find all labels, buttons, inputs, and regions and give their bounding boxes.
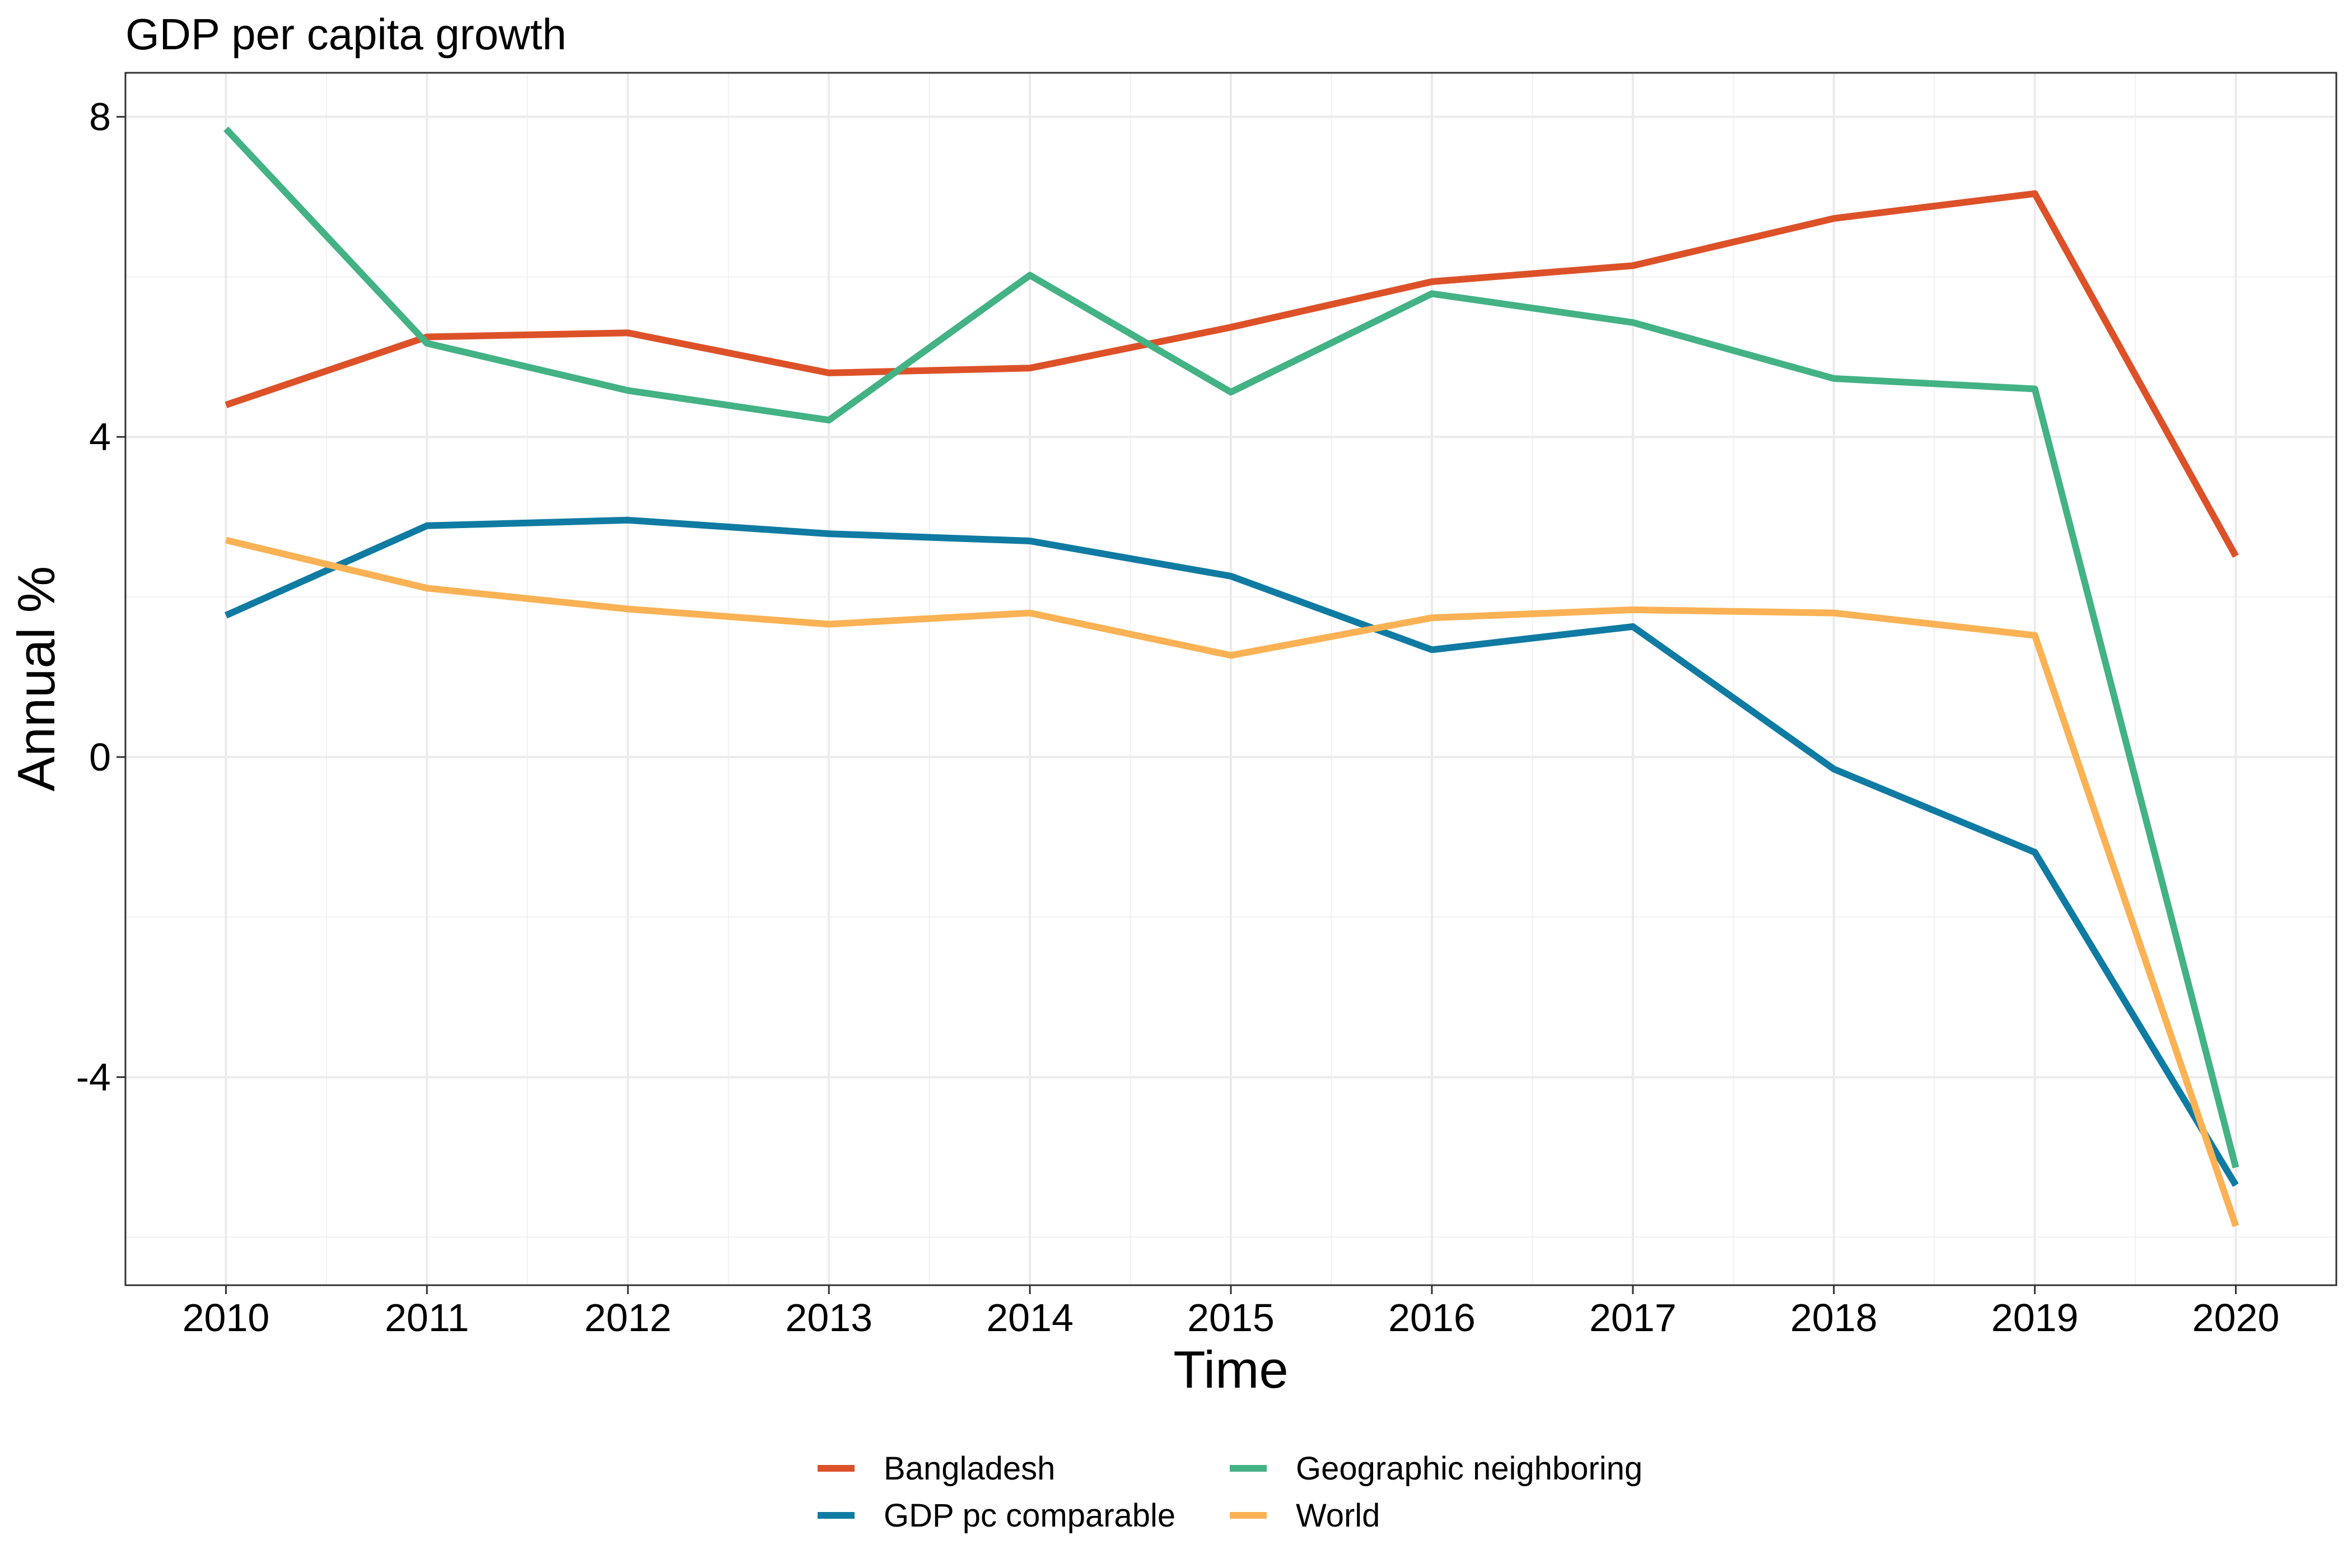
legend-label: GDP pc comparable	[884, 1497, 1175, 1534]
series-lines	[223, 126, 2239, 1228]
legend: Bangladesh GDP pc comparable Geographic ne…	[818, 1450, 1642, 1534]
x-tick-label: 2014	[986, 1296, 1074, 1340]
y-axis-ticks: 8 4 0 -4	[76, 95, 125, 1099]
x-axis-title: Time	[1173, 1340, 1288, 1399]
x-tick-label: 2012	[584, 1296, 671, 1340]
x-tick-label: 2017	[1589, 1296, 1677, 1340]
x-tick-label: 2011	[385, 1296, 469, 1340]
x-tick-label: 2013	[785, 1296, 872, 1340]
legend-label: World	[1296, 1497, 1380, 1534]
series-line-gdp-pc-comparable	[225, 516, 2239, 1187]
series-line-bangladesh	[225, 190, 2239, 558]
y-tick-label: 4	[89, 415, 111, 459]
y-tick-label: 0	[89, 735, 111, 779]
grid-lines	[125, 73, 2336, 1285]
y-tick-label: 8	[89, 95, 111, 139]
x-tick-label: 2019	[1991, 1296, 2079, 1340]
legend-label: Geographic neighboring	[1296, 1450, 1642, 1487]
x-axis-ticks: 2010 2011 2012 2013 2014 2015 2016 2017 2018 2019…	[183, 1285, 2280, 1340]
legend-label: Bangladesh	[884, 1450, 1055, 1487]
x-tick-label: 2015	[1187, 1296, 1275, 1340]
x-tick-label: 2010	[183, 1296, 270, 1340]
x-tick-label: 2016	[1388, 1296, 1476, 1340]
series-line-geographic-neighboring	[223, 126, 2239, 1169]
series-line-world	[225, 536, 2239, 1228]
chart-title: GDP per capita growth	[125, 10, 567, 59]
x-tick-label: 2020	[2192, 1296, 2280, 1340]
x-tick-label: 2018	[1790, 1296, 1878, 1340]
y-tick-label: -4	[76, 1055, 111, 1099]
y-axis-title: Annual %	[7, 566, 66, 791]
